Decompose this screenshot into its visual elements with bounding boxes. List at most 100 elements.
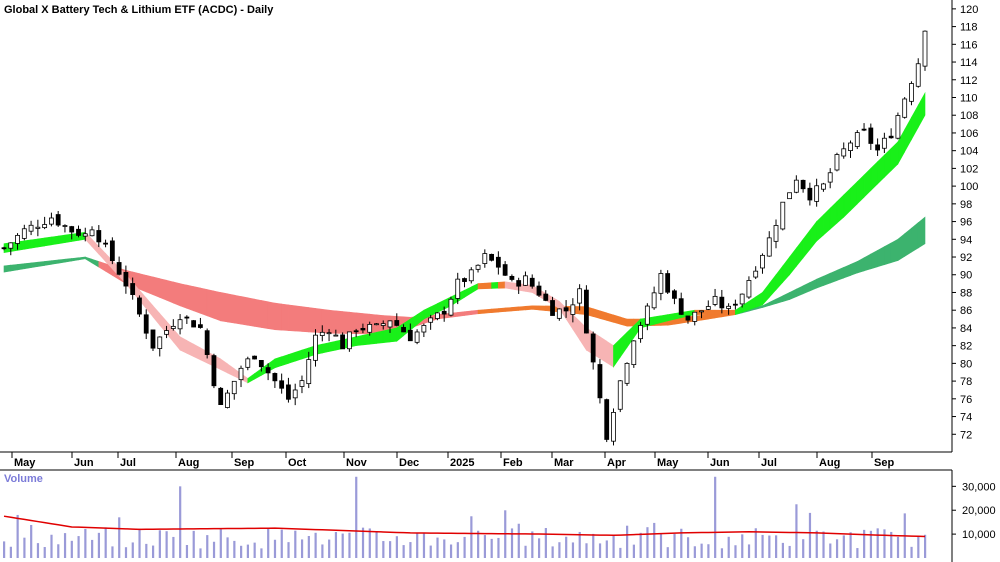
candle-body	[157, 336, 163, 349]
volume-bar	[165, 531, 168, 558]
volume-bar	[50, 534, 53, 558]
month-label: Jul	[761, 457, 777, 469]
volume-bar	[368, 528, 371, 558]
candle-body	[191, 320, 197, 328]
month-label: Sep	[234, 457, 254, 469]
long-ma-ribbon-segment	[200, 287, 208, 317]
short-ma-ribbon-segment	[599, 336, 608, 364]
candle-body	[150, 329, 156, 349]
short-ma-ribbon-segment	[653, 315, 662, 325]
short-ma-ribbon-segment	[51, 235, 59, 246]
long-ma-ribbon-segment	[518, 305, 526, 311]
long-ma-ribbon-segment	[294, 305, 303, 332]
volume-bar	[395, 536, 398, 558]
volume-bar	[666, 547, 669, 558]
month-label: Jun	[710, 457, 730, 469]
month-label: Feb	[503, 457, 523, 469]
candle-body	[712, 295, 718, 305]
candle-body	[204, 330, 210, 355]
candle-body	[915, 63, 921, 87]
long-ma-ribbon-segment	[484, 308, 492, 314]
long-ma-ribbon-segment	[342, 311, 350, 334]
volume-bar	[240, 545, 243, 558]
long-ma-ribbon-segment	[240, 296, 249, 326]
candle-body	[922, 30, 928, 67]
volume-bar	[741, 534, 744, 558]
candle-body	[570, 304, 576, 315]
volume-bar	[761, 534, 764, 558]
volume-bar	[463, 536, 466, 558]
volume-bar	[876, 528, 879, 558]
short-ma-ribbon-segment	[64, 233, 73, 243]
candle-body	[827, 172, 833, 183]
short-ma-ribbon-segment	[321, 342, 330, 354]
short-ma-ribbon-segment	[728, 309, 736, 315]
volume-bar	[348, 532, 351, 558]
volume-bar	[328, 539, 331, 558]
candle-body	[286, 384, 291, 400]
long-ma-ribbon-segment	[30, 261, 39, 269]
volume-bar	[260, 548, 263, 558]
volume-bar	[91, 539, 94, 558]
candle-body	[292, 389, 298, 399]
volume-average-line	[3, 515, 926, 538]
volume-bar	[646, 527, 649, 558]
volume-bar	[314, 532, 317, 558]
candle-body	[252, 355, 257, 360]
candle-body	[184, 316, 190, 319]
short-ma-ribbon-segment	[667, 313, 675, 322]
volume-bar	[185, 545, 189, 558]
price-tick-label: 78	[960, 376, 972, 388]
short-ma-ribbon-segment	[606, 340, 614, 368]
candle-body	[489, 253, 494, 261]
volume-label: Volume	[4, 473, 43, 485]
candle-body	[590, 333, 596, 363]
candle-body	[665, 273, 671, 293]
candle-body	[550, 300, 555, 316]
price-tick-label: 104	[960, 146, 978, 158]
volume-bar	[849, 532, 852, 558]
candle-body	[272, 373, 278, 382]
candle-body	[875, 144, 880, 151]
volume-bar	[544, 528, 547, 558]
volume-bar	[233, 540, 236, 558]
volume-bar	[253, 542, 256, 558]
volume-bar	[910, 546, 913, 558]
volume-bar	[924, 534, 927, 558]
month-label: Jul	[120, 457, 136, 469]
price-tick-label: 96	[960, 217, 972, 229]
candle-body	[509, 275, 515, 280]
volume-bar	[456, 542, 459, 558]
price-tick-label: 80	[960, 358, 972, 370]
long-ma-ribbon-segment	[315, 308, 323, 334]
candle-body	[516, 280, 522, 287]
volume-bar	[686, 537, 690, 558]
candle-body	[177, 319, 183, 330]
price-tick-label: 102	[960, 163, 978, 175]
price-tick-label: 74	[960, 412, 972, 424]
volume-bar	[63, 533, 67, 558]
volume-bar	[815, 530, 818, 558]
short-ma-ribbon-segment	[477, 282, 486, 290]
price-tick-label: 112	[960, 75, 978, 87]
short-ma-ribbon-segment	[328, 340, 337, 352]
candle-body	[265, 367, 271, 374]
long-ma-ribbon-segment	[17, 263, 25, 271]
volume-bar	[856, 548, 859, 558]
month-label: Aug	[819, 457, 840, 469]
candle-body	[814, 185, 820, 202]
month-label: Sep	[874, 457, 894, 469]
candle-body	[401, 326, 406, 333]
candle-body	[577, 288, 583, 304]
long-ma-ribbon-segment	[166, 279, 174, 304]
candle-body	[225, 392, 230, 408]
price-tick-label: 118	[960, 22, 978, 34]
long-ma-ribbon-segment	[247, 297, 255, 327]
volume-bar	[808, 512, 812, 558]
volume-panel	[3, 476, 927, 558]
candle-body	[367, 324, 373, 333]
candle-body	[583, 289, 589, 334]
candle-body	[834, 154, 840, 171]
price-tick-label: 84	[960, 323, 972, 335]
